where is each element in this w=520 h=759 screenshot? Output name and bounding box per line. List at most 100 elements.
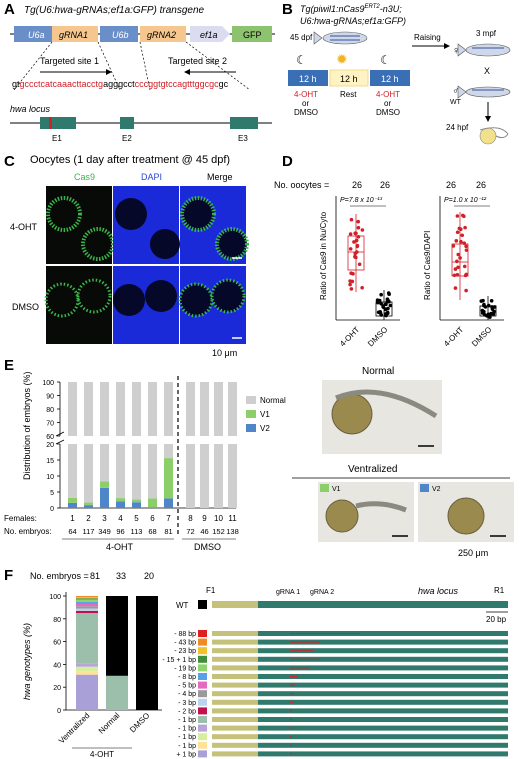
allele-primer-region — [212, 751, 258, 757]
allele-label: - 23 bp — [174, 648, 196, 655]
panel-letter-e: E — [4, 357, 14, 374]
allele-primer-region — [212, 691, 258, 697]
svg-text:26: 26 — [476, 180, 486, 190]
micrograph-grid — [44, 186, 249, 344]
bar-normal-bottom — [132, 444, 141, 500]
svg-text:gRNA 1: gRNA 1 — [276, 589, 300, 596]
allele-primer-region — [212, 631, 258, 636]
moon-icon: ☾ — [296, 53, 307, 67]
allele-bar — [258, 742, 508, 748]
data-point — [383, 307, 388, 312]
data-point — [356, 225, 361, 230]
embryo-count: 349 — [98, 527, 111, 536]
box-12h-1 — [288, 70, 328, 86]
legend-normal-swatch — [246, 396, 256, 404]
ventralized-title: Ventralized — [348, 464, 397, 475]
svg-text:Normal: Normal — [97, 711, 122, 736]
allele-bar — [258, 682, 508, 688]
adult-fish-icon — [313, 31, 368, 45]
panel-a: A Tg(U6:hwa-gRNAs;ef1a:GFP) transgene U6… — [4, 1, 275, 143]
y-tick-label: 40 — [53, 662, 61, 669]
box-u6b — [100, 26, 138, 42]
bar-v2 — [84, 505, 93, 508]
svg-text:20 bp: 20 bp — [486, 615, 507, 624]
svg-text:Ventralized: Ventralized — [57, 711, 91, 745]
svg-text:4-OHT: 4-OHT — [10, 222, 38, 232]
embryo-count: 113 — [131, 527, 143, 536]
svg-text:V2: V2 — [260, 424, 270, 433]
allele-bar — [258, 691, 508, 697]
allele-bar — [258, 699, 508, 705]
allele-label: - 43 bp — [174, 640, 196, 647]
bar-normal-top — [186, 382, 195, 436]
svg-text:4-OHT: 4-OHT — [294, 90, 318, 99]
svg-text:V1: V1 — [260, 410, 270, 419]
panel-letter-d: D — [282, 153, 293, 170]
allele-primer-region — [212, 665, 258, 671]
bar-v1 — [132, 499, 141, 503]
bar-normal-bottom — [164, 444, 173, 459]
data-point — [455, 230, 460, 235]
svg-text:E1: E1 — [52, 134, 62, 143]
img-cas9-4oht — [46, 186, 112, 264]
allele-swatch — [198, 664, 207, 672]
box-grna1 — [52, 26, 98, 42]
allele-swatch — [198, 638, 207, 646]
data-point — [460, 233, 465, 238]
allele-label: - 1 bp — [178, 717, 196, 724]
box-ef1a — [190, 26, 230, 42]
bar-normal-bottom — [84, 444, 93, 503]
data-point — [349, 217, 354, 222]
allele-primer-region — [212, 682, 258, 688]
d-ylabel-2: Ratio of Cas9/DAPI — [423, 231, 432, 300]
embryo-count: 68 — [148, 527, 156, 536]
data-point — [455, 273, 460, 277]
data-point — [481, 298, 485, 303]
panel-letter-c: C — [4, 153, 15, 170]
data-point — [455, 259, 459, 264]
svg-text:4-OHT: 4-OHT — [90, 750, 114, 759]
bar-normal-top — [164, 382, 173, 436]
panel-c: C Oocytes (1 day after treatment @ 45 dp… — [4, 153, 249, 358]
svg-text:4-OHT: 4-OHT — [106, 542, 134, 552]
female-id: 2 — [86, 514, 91, 523]
panel-letter-a: A — [4, 1, 15, 18]
allele-swatch — [198, 681, 207, 689]
data-point — [379, 292, 383, 297]
svg-text:DMSO: DMSO — [366, 325, 389, 348]
svg-text:26: 26 — [380, 180, 390, 190]
bar-ventralized-segment — [76, 608, 98, 611]
y-tick-label: 10 — [46, 474, 54, 481]
y-tick-label: 15 — [46, 458, 54, 465]
bar-v1 — [164, 458, 173, 499]
bar-normal-top — [214, 382, 223, 436]
bar-normal-top — [116, 382, 125, 436]
data-point — [462, 264, 467, 269]
bar-normal-top — [132, 382, 141, 436]
svg-text:♀: ♀ — [452, 45, 460, 57]
y-tick-label: 20 — [53, 685, 61, 692]
data-point — [483, 305, 488, 309]
data-point — [453, 267, 458, 271]
data-point — [349, 271, 353, 275]
panel-b: B Tg(piwil1:nCas9ERT2-n3U; U6:hwa-gRNAs;… — [282, 1, 511, 145]
embryo-count: 46 — [200, 527, 208, 536]
oocytes-title: Oocytes (1 day after treatment @ 45 dpf) — [30, 154, 230, 166]
allele-label: - 8 bp — [178, 674, 196, 681]
allele-label: - 2 bp — [178, 708, 196, 715]
bar-normal-bottom — [214, 444, 223, 508]
dots-plot1 — [348, 217, 393, 318]
svg-text:DMSO: DMSO — [194, 542, 221, 552]
bar-v2 — [164, 498, 173, 508]
svg-text:WT: WT — [450, 99, 462, 106]
img-cas9-dmso — [46, 266, 112, 344]
bar-v2 — [68, 502, 77, 508]
svg-text:33: 33 — [116, 571, 126, 581]
bar-normal-top — [228, 382, 237, 436]
allele-bar — [258, 639, 508, 645]
data-point — [385, 311, 390, 316]
data-point — [376, 300, 380, 305]
data-point — [487, 313, 491, 318]
svg-text:No. oocytes =: No. oocytes = — [274, 180, 329, 190]
